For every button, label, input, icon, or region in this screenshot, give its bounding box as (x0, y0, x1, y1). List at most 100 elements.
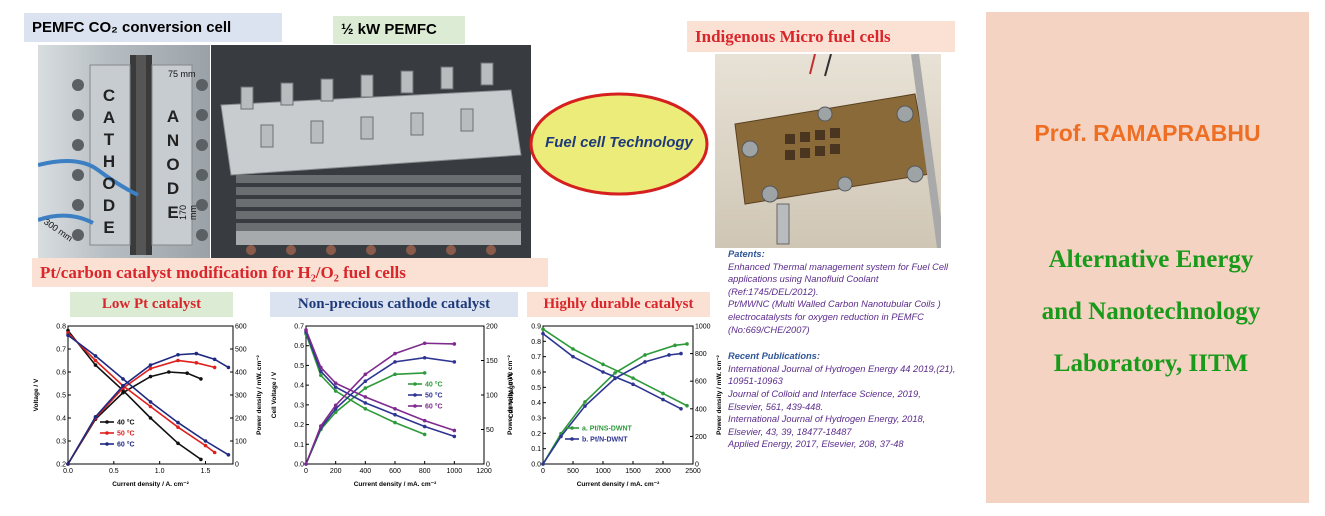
power-point (643, 353, 647, 357)
chart-svg: 0 500 1000 1500 2000 25000.00.10.20.30.40.50.… (508, 324, 723, 489)
y-tick-label: 0.4 (56, 416, 66, 423)
power-series-line (67, 371, 202, 465)
x-tick-label: 800 (419, 468, 431, 475)
legend-marker (570, 426, 574, 430)
voltage-point (93, 354, 98, 358)
power-point (422, 371, 427, 375)
y-tick-label: 0.8 (531, 339, 541, 346)
patent-item: Pt/MWNC (Multi Walled Carbon Nanotubular… (728, 299, 941, 335)
legend-label: 60 °C (425, 403, 443, 411)
power-point (393, 351, 397, 356)
y2-tick-label: 300 (235, 393, 247, 400)
legend-label: 40 °C (117, 419, 135, 427)
power-point (393, 372, 397, 377)
professor-name: Prof. RAMAPRABHU (1034, 120, 1261, 146)
power-point (66, 462, 70, 466)
voltage-series-line (67, 330, 202, 461)
publication-item: International Journal of Hydrogen Energy… (728, 414, 926, 437)
lab-name-line: Alternative Energy (1048, 246, 1254, 273)
publication-item: Journal of Colloid and Interface Science… (728, 388, 921, 412)
publication-item: Applied Energy, 2017, Elsevier, 208, 37-… (728, 439, 904, 450)
fuel-cell-technology-ellipse: Fuel cell Technology (527, 90, 711, 198)
power-point (363, 379, 368, 383)
y2-tick-label: 200 (486, 324, 498, 331)
voltage-point (319, 365, 323, 370)
chart-durable: 0 500 1000 1500 2000 2500 0.0 0.1 0.2 0.3 0.4 0.5 0.… (505, 318, 725, 490)
micro-fuel-cell-illustration (734, 54, 941, 248)
anode-letter: A (166, 107, 180, 126)
voltage-point (333, 381, 338, 385)
low-pt-label-text: Low Pt catalyst (101, 296, 202, 312)
catalyst-modification-label: Pt/carbon catalyst modification for H₂/O… (32, 258, 548, 287)
power-point (583, 400, 587, 404)
lab-sidebar: Prof. RAMAPRABHU Alternative Energy and … (986, 12, 1309, 503)
x-tick-label: 1200 (476, 468, 492, 475)
y-tick-label: 0.6 (56, 370, 66, 377)
anode-letter: D (166, 179, 180, 198)
power-point (121, 390, 125, 395)
power-point (559, 434, 563, 439)
patent-item: Enhanced Thermal management system for F… (728, 261, 949, 297)
voltage-point (176, 425, 180, 429)
anode-letter: O (166, 155, 180, 174)
cathode-letter: C (102, 86, 116, 105)
legend-marker (105, 420, 109, 424)
y-axis-label: Cell Voltage / V (508, 371, 515, 418)
voltage-point (93, 358, 98, 363)
ellipse-shape (529, 92, 709, 196)
y-tick-label: 0.6 (294, 343, 304, 350)
y2-tick-label: 500 (235, 347, 247, 354)
voltage-series-line (67, 334, 229, 456)
lab-name: Alternative Energy and Nanotechnology La… (1006, 234, 1296, 390)
y2-tick-label: 600 (695, 379, 707, 386)
power-point (148, 366, 153, 371)
voltage-point (66, 333, 70, 337)
y2-axis-label: Power density / mW. cm⁻² (256, 354, 263, 434)
x-axis-label: Current density / mA. cm⁻² (354, 481, 437, 488)
half-kw-label-text: ½ kW PEMFC (341, 21, 437, 38)
voltage-point (393, 420, 397, 425)
power-point (333, 403, 338, 408)
anode-letters: A N O D E (158, 105, 188, 225)
publication-item: International Journal of Hydrogen Energy… (728, 363, 956, 387)
y-tick-label: 0.4 (531, 400, 541, 407)
power-point (613, 371, 617, 375)
power-point (304, 462, 308, 466)
y-tick-label: 0.0 (294, 462, 304, 469)
x-tick-label: 1000 (595, 468, 611, 475)
y2-tick-label: 100 (486, 393, 498, 400)
voltage-point (541, 331, 545, 336)
y-tick-label: 0.3 (294, 402, 304, 409)
legend-marker (413, 404, 417, 408)
y2-tick-label: 1000 (695, 324, 711, 331)
cathode-letter: E (103, 218, 115, 237)
power-point (673, 343, 677, 348)
legend-label: 50 °C (425, 392, 443, 400)
voltage-point (319, 373, 323, 378)
voltage-point (631, 376, 635, 380)
catalyst-modification-label-text: Pt/carbon catalyst modification for H₂/O… (40, 263, 406, 282)
half-kw-pemfc-photo (211, 45, 531, 258)
power-point (583, 404, 587, 408)
power-point (212, 365, 217, 370)
lab-name-line: Laboratory, IITM (1053, 350, 1249, 377)
fuel-cell-technology-text: Fuel cell Technology (545, 134, 693, 151)
y-tick-label: 0.5 (294, 363, 304, 370)
x-axis-label: Current density / mA. cm⁻² (577, 481, 660, 488)
voltage-point (333, 385, 338, 389)
y-axis-label: Voltage / V (33, 378, 40, 411)
non-precious-label-text: Non-precious cathode catalyst (297, 296, 491, 312)
y-tick-label: 0.3 (531, 416, 541, 423)
y-tick-label: 0.2 (294, 422, 304, 429)
voltage-point (452, 428, 457, 433)
y2-tick-label: 50 (486, 427, 494, 434)
lab-name-line: and Nanotechnology (1041, 298, 1261, 325)
durable-label-text: Highly durable catalyst (543, 296, 694, 312)
power-point (667, 353, 671, 357)
power-point (194, 351, 199, 356)
y-tick-label: 0.2 (56, 462, 66, 469)
y2-tick-label: 200 (695, 434, 707, 441)
y-tick-label: 0.4 (294, 383, 304, 390)
voltage-point (148, 416, 153, 420)
anode-letter: E (167, 203, 179, 222)
